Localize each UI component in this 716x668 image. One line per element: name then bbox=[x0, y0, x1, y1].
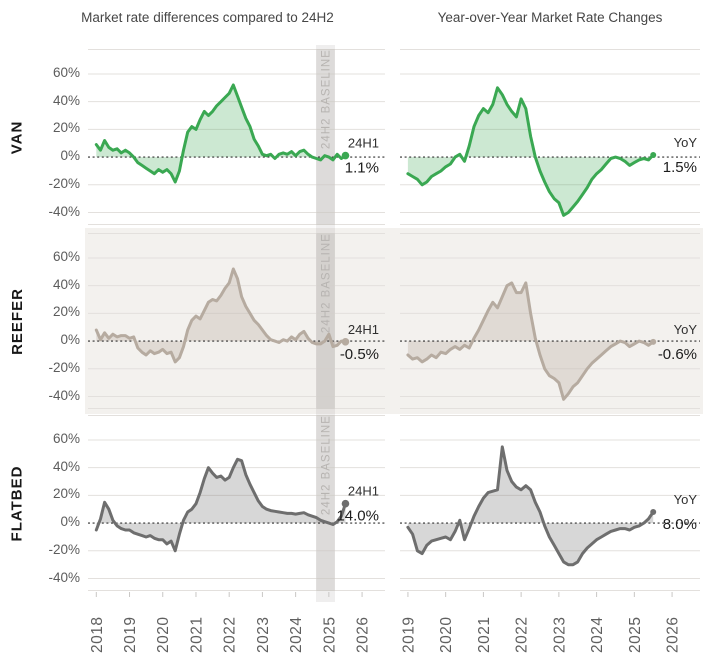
annotation-label: YoY bbox=[674, 135, 698, 150]
x-tick-label: 2023 bbox=[255, 617, 272, 653]
x-tick-label: 2021 bbox=[188, 617, 205, 653]
chart-flatbed-right: YoY 8.0% bbox=[400, 415, 700, 591]
y-tick-label: -40% bbox=[48, 569, 80, 585]
right-chart-title: Year-over-Year Market Rate Changes bbox=[437, 10, 663, 25]
annotation-value: 1.1% bbox=[345, 160, 379, 177]
x-tick-label: 2024 bbox=[589, 617, 606, 653]
annotation-value: -0.5% bbox=[340, 346, 379, 363]
chart-van-right: YoY 1.5% bbox=[400, 49, 700, 225]
x-tick-label: 2019 bbox=[400, 617, 417, 653]
y-tick-label: -20% bbox=[48, 175, 80, 191]
annotation-label: YoY bbox=[674, 322, 698, 337]
x-axis: 2018 2019 2020 2021 2022 2023 2024 2025 2026 2019… bbox=[89, 592, 682, 653]
x-tick-label: 2018 bbox=[89, 617, 106, 653]
annotation-label: 24H1 bbox=[348, 322, 379, 337]
y-tick-label: 40% bbox=[52, 92, 80, 108]
annotation-label: YoY bbox=[674, 492, 698, 507]
y-tick-label: 40% bbox=[52, 276, 80, 292]
baseline-band bbox=[316, 45, 335, 602]
y-tick-label: 0% bbox=[60, 332, 80, 348]
y-tick-label: 20% bbox=[52, 486, 80, 502]
row-label-reefer-text: REEFER bbox=[8, 287, 26, 355]
baseline-band-label: 24H2 BASELINE bbox=[321, 49, 333, 149]
y-tick-label: 40% bbox=[52, 458, 80, 474]
annotation-value: -0.6% bbox=[658, 346, 697, 363]
x-tick-label: 2026 bbox=[665, 617, 682, 653]
x-tick-label: 2023 bbox=[551, 617, 568, 653]
y-tick-label: -20% bbox=[48, 359, 80, 375]
x-tick-label: 2020 bbox=[155, 617, 172, 653]
row-label-flatbed-text: FLATBED bbox=[8, 465, 26, 541]
y-tick-label: 0% bbox=[60, 514, 80, 530]
x-tick-label: 2025 bbox=[627, 617, 644, 653]
x-tick-label: 2022 bbox=[514, 617, 531, 653]
annotation-label: 24H1 bbox=[348, 136, 379, 151]
x-tick-label: 2022 bbox=[222, 617, 239, 653]
x-tick-label: 2025 bbox=[321, 617, 338, 653]
annotation-value: 1.5% bbox=[663, 159, 697, 176]
annotation-value: 8.0% bbox=[663, 516, 697, 533]
annotation-value: 14.0% bbox=[336, 508, 379, 525]
chart-reefer-right: YoY -0.6% bbox=[400, 233, 700, 409]
y-tick-label: 60% bbox=[52, 64, 80, 80]
chart-flatbed-left: 24H2 BASELINE 24H1 14.0% bbox=[88, 415, 385, 591]
reefer-row-background bbox=[85, 228, 703, 414]
x-tick-label: 2026 bbox=[355, 617, 372, 653]
y-tick-label: 20% bbox=[52, 304, 80, 320]
baseline-band-label: 24H2 BASELINE bbox=[321, 233, 333, 333]
x-tick-label: 2024 bbox=[288, 617, 305, 653]
left-chart-title: Market rate differences compared to 24H2 bbox=[81, 10, 334, 25]
baseline-band-label: 24H2 BASELINE bbox=[321, 415, 333, 515]
row-label-van-text: VAN bbox=[8, 120, 26, 154]
y-tick-label: 60% bbox=[52, 430, 80, 446]
x-tick-label: 2021 bbox=[476, 617, 493, 653]
chart-reefer-left: 24H2 BASELINE 24H1 -0.5% bbox=[88, 233, 385, 409]
y-tick-label: 0% bbox=[60, 148, 80, 164]
y-tick-label: -20% bbox=[48, 541, 80, 557]
y-tick-label: 20% bbox=[52, 120, 80, 136]
x-tick-label: 2020 bbox=[438, 617, 455, 653]
y-tick-label: -40% bbox=[48, 387, 80, 403]
y-tick-label: 60% bbox=[52, 248, 80, 264]
y-tick-label: -40% bbox=[48, 203, 80, 219]
x-tick-label: 2019 bbox=[122, 617, 139, 653]
annotation-label: 24H1 bbox=[348, 484, 379, 499]
chart-van-left: 24H2 BASELINE 24H1 1.1% bbox=[88, 49, 385, 225]
